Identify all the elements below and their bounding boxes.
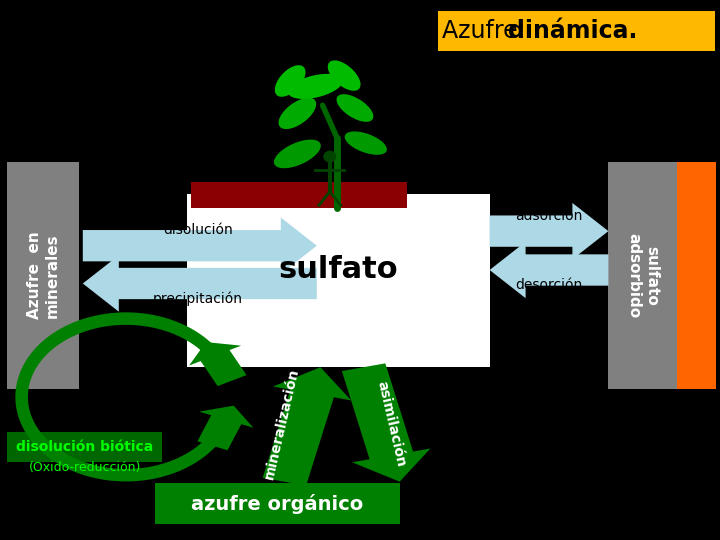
FancyBboxPatch shape — [677, 162, 716, 389]
Polygon shape — [197, 406, 253, 450]
FancyBboxPatch shape — [438, 11, 715, 51]
Text: mineralización: mineralización — [263, 367, 302, 481]
FancyBboxPatch shape — [155, 483, 400, 524]
Polygon shape — [83, 218, 317, 274]
Polygon shape — [263, 367, 351, 485]
Text: azufre orgánico: azufre orgánico — [191, 494, 364, 514]
Text: desorción: desorción — [515, 278, 582, 292]
Text: asimilación: asimilación — [374, 380, 408, 468]
Text: Azufre  en
minerales: Azufre en minerales — [27, 232, 59, 319]
Ellipse shape — [345, 131, 387, 155]
Ellipse shape — [336, 94, 374, 122]
Polygon shape — [490, 242, 608, 298]
FancyBboxPatch shape — [187, 194, 490, 367]
Text: sulfato
adsorbido: sulfato adsorbido — [626, 233, 660, 318]
Text: disolución: disolución — [163, 222, 233, 237]
FancyBboxPatch shape — [7, 432, 162, 462]
Ellipse shape — [275, 65, 305, 97]
Text: dinámica.: dinámica. — [508, 19, 638, 43]
Polygon shape — [83, 255, 317, 312]
FancyBboxPatch shape — [7, 162, 79, 389]
Polygon shape — [189, 342, 246, 386]
Text: Azufre:: Azufre: — [442, 19, 533, 43]
Ellipse shape — [274, 139, 321, 168]
Text: precipitación: precipitación — [153, 292, 243, 306]
Ellipse shape — [288, 74, 343, 99]
Ellipse shape — [323, 151, 336, 163]
Ellipse shape — [279, 98, 316, 129]
Text: adsorción: adsorción — [515, 209, 582, 223]
Text: (Oxido-reducción): (Oxido-reducción) — [29, 461, 141, 474]
Polygon shape — [342, 363, 431, 482]
Text: sulfato: sulfato — [279, 255, 398, 285]
FancyBboxPatch shape — [191, 182, 407, 208]
Text: disolución biótica: disolución biótica — [17, 440, 153, 454]
FancyBboxPatch shape — [608, 162, 677, 389]
Polygon shape — [490, 203, 608, 259]
Ellipse shape — [328, 60, 361, 91]
